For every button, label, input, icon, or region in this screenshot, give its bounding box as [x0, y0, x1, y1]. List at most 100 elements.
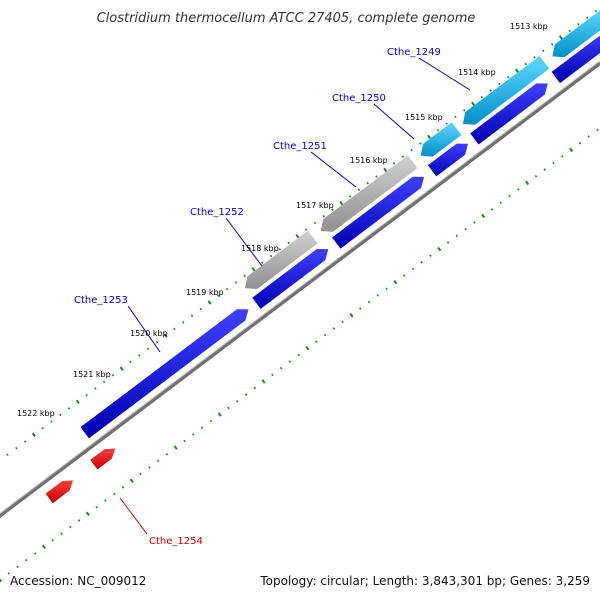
gene-label-cthe-1254[interactable]: Cthe_1254 — [149, 536, 203, 547]
major-tick — [163, 333, 168, 338]
minor-tick — [323, 333, 327, 337]
gene-label-cthe-1251[interactable]: Cthe_1251 — [273, 141, 327, 152]
minor-tick — [25, 558, 28, 562]
minor-tick — [420, 261, 423, 264]
gene-label-cthe-1252[interactable]: Cthe_1252 — [190, 207, 244, 218]
minor-tick — [60, 532, 63, 535]
minor-tick — [498, 82, 501, 86]
gene-arrow-cthe-1250 — [427, 143, 469, 177]
minor-tick — [499, 201, 503, 205]
major-tick — [558, 35, 563, 40]
minor-tick — [287, 241, 290, 245]
map-title: Clostridium thermocellum ATCC 27405, com… — [97, 11, 476, 26]
minor-tick — [506, 75, 510, 79]
minor-tick — [464, 227, 467, 231]
label-connector-line — [225, 217, 263, 267]
minor-tick — [550, 42, 554, 46]
minor-tick — [156, 459, 160, 463]
minor-tick — [375, 175, 378, 178]
label-connector-line — [119, 497, 148, 535]
scale-label: 1513 kbp — [510, 22, 548, 31]
minor-tick — [183, 439, 186, 443]
major-tick — [295, 233, 300, 239]
major-tick — [217, 412, 222, 417]
minor-tick — [16, 565, 19, 569]
minor-tick — [534, 174, 538, 178]
minor-tick — [59, 413, 62, 417]
minor-tick — [51, 539, 54, 542]
accession-text: Accession: NC_009012 — [10, 574, 147, 588]
minor-tick — [112, 492, 116, 496]
minor-tick — [278, 248, 282, 251]
gene-label-cthe-1250[interactable]: Cthe_1250 — [332, 93, 386, 104]
minor-tick — [217, 294, 220, 298]
minor-tick — [181, 321, 185, 324]
major-tick — [437, 246, 442, 252]
minor-tick — [392, 162, 396, 165]
major-tick — [427, 134, 432, 140]
gene-label-cthe-1253[interactable]: Cthe_1253 — [74, 295, 128, 306]
gene-label-cthe-1249[interactable]: Cthe_1249 — [387, 47, 441, 58]
minor-tick — [199, 307, 203, 311]
major-tick — [339, 200, 344, 206]
minor-tick — [7, 572, 11, 575]
minor-tick — [552, 161, 555, 165]
minor-tick — [313, 221, 317, 225]
label-connectors — [119, 57, 471, 535]
major-tick — [173, 445, 178, 450]
label-connector-line — [310, 151, 357, 188]
minor-tick — [445, 122, 448, 125]
major-tick — [393, 279, 398, 285]
major-tick — [481, 213, 486, 219]
minor-tick — [138, 354, 141, 357]
minor-tick — [77, 519, 81, 522]
scale-label: 1514 kbp — [458, 68, 496, 77]
scale-label: 1516 kbp — [350, 156, 388, 165]
major-tick — [31, 432, 36, 438]
minor-tick — [410, 148, 413, 152]
scale-label: 1521 kbp — [73, 370, 111, 379]
minor-tick — [279, 366, 283, 370]
minor-tick — [331, 208, 334, 211]
major-tick — [305, 346, 310, 351]
major-tick — [85, 511, 90, 517]
minor-tick — [235, 400, 239, 403]
major-tick — [75, 399, 80, 404]
inner-tick-ring — [0, 128, 599, 583]
minor-tick — [129, 360, 132, 364]
minor-tick — [155, 340, 159, 344]
minor-tick — [463, 109, 466, 112]
minor-tick — [33, 552, 37, 555]
major-tick — [261, 379, 266, 384]
minor-tick — [95, 505, 98, 509]
gene-arrow-cthe-1253 — [80, 309, 249, 439]
minor-tick — [6, 453, 9, 457]
major-tick — [569, 147, 574, 152]
minor-tick — [209, 419, 213, 423]
major-tick — [514, 68, 519, 73]
minor-tick — [121, 486, 125, 489]
outer-tick-ring — [0, 9, 598, 462]
minor-tick — [85, 393, 88, 397]
minor-tick — [411, 267, 415, 271]
minor-tick — [304, 228, 308, 231]
scale-label: 1519 kbp — [186, 288, 224, 297]
minor-tick — [596, 128, 599, 132]
gene-arrow-cthe-1254 — [45, 480, 74, 504]
gene-arrow-cthe-1254b — [90, 448, 116, 470]
minor-tick — [227, 406, 230, 410]
major-tick — [251, 267, 256, 272]
minor-tick — [67, 407, 71, 410]
minor-tick — [358, 307, 362, 310]
minor-tick — [15, 446, 18, 450]
minor-tick — [473, 221, 476, 224]
gene-block-cthe-1249 — [462, 55, 550, 125]
gene-block-cthe-1250 — [420, 122, 462, 157]
minor-tick — [148, 466, 151, 469]
minor-tick — [367, 300, 371, 304]
minor-tick — [542, 49, 545, 53]
minor-tick — [261, 261, 264, 264]
minor-tick — [173, 327, 176, 331]
gene-arrow-next — [551, 35, 600, 84]
minor-tick — [517, 188, 520, 191]
